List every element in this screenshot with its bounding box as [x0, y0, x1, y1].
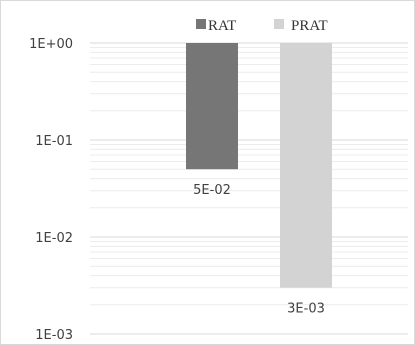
y-tick-label: 1E-01: [35, 134, 73, 149]
y-tick-label: 1E+00: [29, 37, 73, 52]
legend: RAT PRAT: [196, 18, 328, 34]
y-tick-label: 1E-03: [35, 328, 73, 343]
legend-swatch-rat: [196, 19, 206, 29]
data-label-prat: 3E-03: [287, 302, 325, 317]
bars: [186, 43, 332, 288]
data-labels: 5E-02 3E-03: [193, 183, 325, 317]
bar-prat: [280, 43, 332, 288]
legend-label-rat: RAT: [208, 18, 236, 34]
y-axis-tick-labels: 1E+00 1E-01 1E-02 1E-03: [29, 37, 73, 343]
y-tick-label: 1E-02: [35, 231, 73, 246]
bar-rat: [186, 43, 238, 170]
legend-swatch-prat: [274, 19, 284, 29]
grid-lines: [90, 42, 408, 335]
data-label-rat: 5E-02: [193, 183, 231, 198]
legend-label-prat: PRAT: [291, 18, 328, 34]
